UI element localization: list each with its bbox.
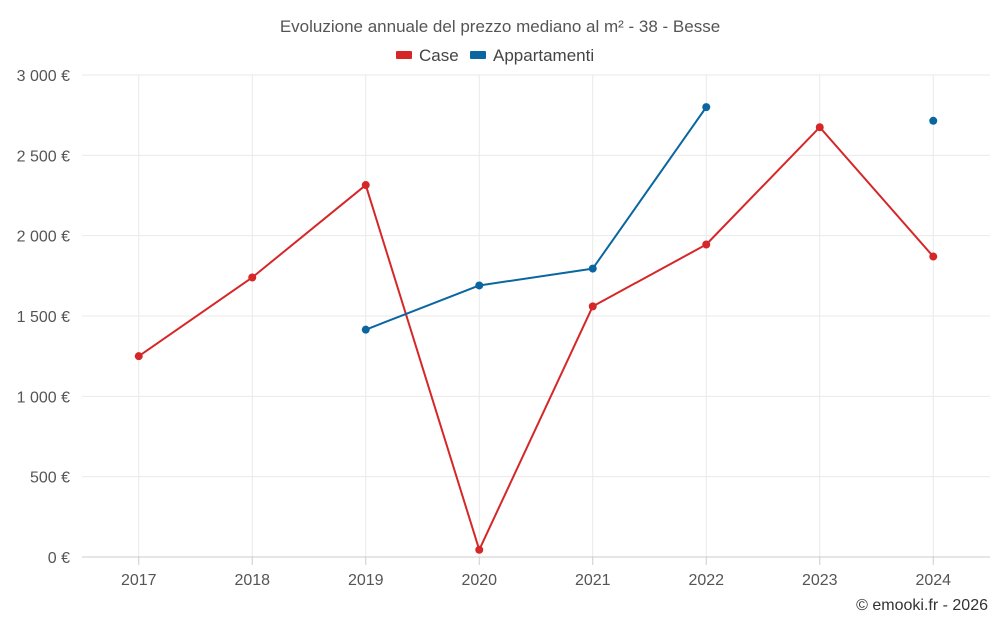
series-line-appartamenti xyxy=(365,106,708,331)
grid xyxy=(82,74,990,558)
data-point-case[interactable] xyxy=(815,123,824,132)
series xyxy=(134,103,938,554)
y-tick-label: 1 000 € xyxy=(17,389,70,406)
data-point-appartamenti[interactable] xyxy=(361,325,370,334)
chart-title: Evoluzione annuale del prezzo mediano al… xyxy=(280,17,720,36)
legend: Case Appartamenti xyxy=(396,46,594,65)
data-point-appartamenti[interactable] xyxy=(475,281,484,290)
data-point-appartamenti[interactable] xyxy=(929,116,938,125)
legend-label-case[interactable]: Case xyxy=(419,46,459,65)
y-tick-label: 2 500 € xyxy=(17,148,70,165)
x-tick-label: 2024 xyxy=(915,572,951,589)
legend-swatch-case[interactable] xyxy=(396,51,412,59)
x-tick-label: 2021 xyxy=(575,572,611,589)
legend-label-appartamenti[interactable]: Appartamenti xyxy=(493,46,594,65)
x-axis: 2017 2018 2019 2020 2021 2022 2023 2024 xyxy=(82,556,990,589)
series-line-case xyxy=(138,126,935,551)
x-tick-label: 2017 xyxy=(121,572,157,589)
x-tick-label: 2023 xyxy=(802,572,838,589)
data-point-appartamenti[interactable] xyxy=(702,103,711,112)
y-tick-label: 0 € xyxy=(48,550,70,567)
x-tick-label: 2020 xyxy=(461,572,497,589)
y-tick-label: 2 000 € xyxy=(17,229,70,246)
y-tick-label: 1 500 € xyxy=(17,309,70,326)
x-tick-label: 2018 xyxy=(234,572,270,589)
data-point-case[interactable] xyxy=(248,273,257,282)
credit-text: © emooki.fr - 2026 xyxy=(856,597,988,614)
y-tick-label: 500 € xyxy=(30,470,70,487)
data-point-case[interactable] xyxy=(134,352,143,361)
x-tick-label: 2019 xyxy=(348,572,384,589)
data-point-appartamenti[interactable] xyxy=(588,264,597,273)
data-point-case[interactable] xyxy=(929,252,938,261)
legend-swatch-appartamenti[interactable] xyxy=(470,51,486,59)
data-point-case[interactable] xyxy=(588,302,597,311)
y-tick-label: 3 000 € xyxy=(17,68,70,85)
x-tick-label: 2022 xyxy=(688,572,724,589)
data-point-case[interactable] xyxy=(475,545,484,554)
data-point-case[interactable] xyxy=(361,181,370,190)
y-axis: 0 € 500 € 1 000 € 1 500 € 2 000 € 2 500 € 3 00… xyxy=(17,68,70,567)
data-point-case[interactable] xyxy=(702,240,711,249)
